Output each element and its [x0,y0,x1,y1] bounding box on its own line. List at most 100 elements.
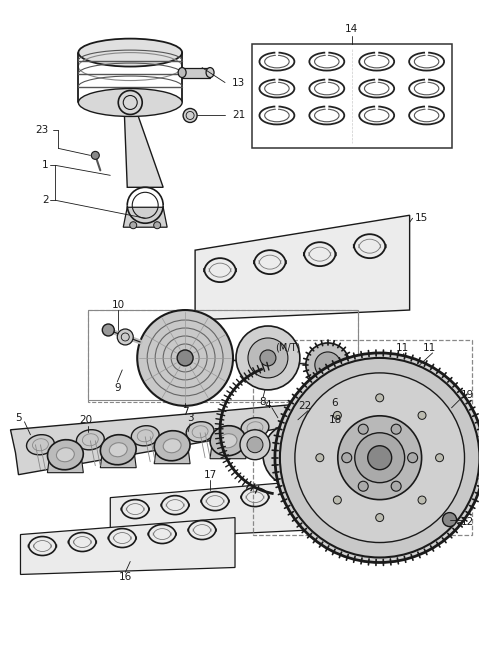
Circle shape [277,451,285,458]
Circle shape [301,461,308,468]
Text: 15: 15 [415,213,428,223]
Ellipse shape [206,67,214,78]
Circle shape [275,435,315,475]
Ellipse shape [154,431,190,461]
Circle shape [177,350,193,366]
Text: 14: 14 [345,24,359,33]
Circle shape [281,441,288,449]
Circle shape [260,350,276,366]
Circle shape [102,324,114,336]
Text: 19: 19 [461,390,474,400]
Circle shape [368,446,392,470]
Ellipse shape [78,88,182,116]
Circle shape [301,441,308,449]
Circle shape [291,465,299,472]
Ellipse shape [186,422,214,442]
Circle shape [137,310,233,406]
Ellipse shape [26,435,54,455]
Polygon shape [21,517,235,574]
Bar [253,340,472,534]
Text: 4: 4 [264,400,271,410]
Text: 10: 10 [112,300,125,310]
Circle shape [236,326,300,390]
Text: 17: 17 [204,470,216,479]
Circle shape [295,373,465,543]
Circle shape [247,437,263,453]
Circle shape [342,453,352,462]
Circle shape [275,353,480,562]
Polygon shape [100,445,136,468]
Circle shape [183,109,197,122]
Polygon shape [48,450,84,473]
Text: 13: 13 [232,78,245,88]
Polygon shape [124,111,163,187]
Bar [182,67,210,78]
Bar [88,310,358,402]
Bar [252,44,452,148]
Text: 8: 8 [260,397,266,407]
Polygon shape [210,436,246,458]
Text: 23: 23 [35,126,48,135]
Circle shape [118,90,142,114]
Text: 9: 9 [114,383,120,393]
Circle shape [291,438,299,444]
Text: 1: 1 [42,160,49,170]
Text: 12: 12 [461,517,474,526]
Circle shape [391,424,401,434]
Circle shape [376,513,384,522]
Circle shape [288,448,302,462]
Polygon shape [154,441,190,464]
Text: 5: 5 [15,413,22,422]
Text: 16: 16 [119,572,132,583]
Text: 20: 20 [79,415,92,425]
Polygon shape [123,207,167,227]
Circle shape [435,454,444,462]
Text: 21: 21 [232,111,245,120]
Ellipse shape [219,434,237,448]
Circle shape [315,352,341,378]
Circle shape [418,411,426,419]
Ellipse shape [241,418,269,438]
Circle shape [306,343,350,387]
Text: 2: 2 [42,196,49,205]
Circle shape [263,422,327,487]
Circle shape [358,481,368,491]
Circle shape [418,496,426,504]
Text: 7: 7 [182,407,189,417]
Circle shape [338,416,421,500]
Circle shape [154,222,161,229]
Ellipse shape [48,439,84,470]
Circle shape [305,451,312,458]
Text: 3: 3 [187,413,193,422]
Polygon shape [195,215,409,320]
Circle shape [248,338,288,378]
Text: 11: 11 [396,343,409,353]
Ellipse shape [57,448,74,462]
Circle shape [376,394,384,402]
Ellipse shape [163,439,181,453]
Circle shape [443,513,456,526]
Ellipse shape [76,430,104,450]
Circle shape [355,433,405,483]
Text: 11: 11 [423,343,436,353]
Circle shape [117,329,133,345]
Ellipse shape [210,426,246,456]
Circle shape [358,424,368,434]
Circle shape [91,151,99,160]
Ellipse shape [100,435,136,465]
Circle shape [316,454,324,462]
Text: (M/T): (M/T) [275,343,300,353]
Circle shape [316,430,324,438]
Circle shape [240,430,270,460]
Circle shape [408,453,418,462]
Text: 22: 22 [298,401,312,411]
Ellipse shape [178,67,186,78]
Circle shape [391,481,401,491]
Ellipse shape [78,39,182,67]
Circle shape [281,461,288,468]
Polygon shape [110,479,320,540]
Ellipse shape [132,426,159,446]
Circle shape [334,496,341,504]
Circle shape [130,222,137,229]
Circle shape [280,358,480,557]
